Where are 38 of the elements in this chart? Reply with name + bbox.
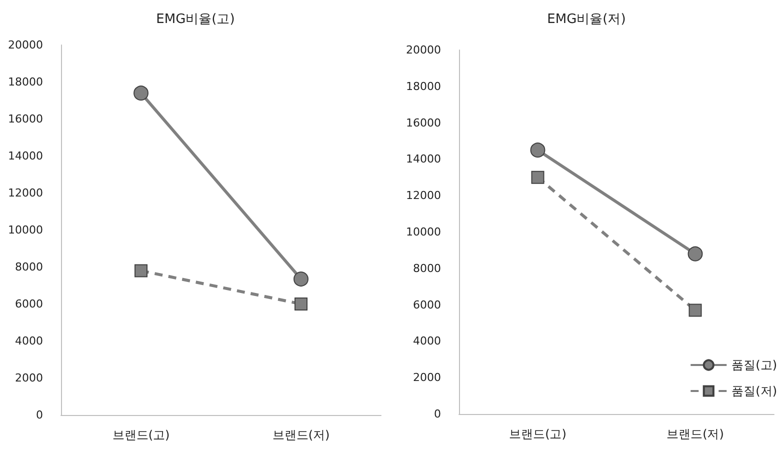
- y-tick-label: 18000: [406, 80, 441, 93]
- y-tick-label: 0: [434, 408, 441, 420]
- y-tick-label: 12000: [8, 186, 43, 200]
- x-tick-label: 브랜드(고): [112, 428, 170, 442]
- y-tick-label: 20000: [8, 38, 43, 52]
- point: [688, 304, 702, 317]
- x-tick-label: 브랜드(저): [666, 427, 724, 441]
- point: [294, 298, 308, 310]
- chart-title: EMG비율(저): [547, 12, 626, 27]
- y-tick-label: 8000: [15, 260, 43, 274]
- point: [134, 264, 148, 278]
- y-tick-label: 14000: [406, 152, 441, 166]
- point: [294, 272, 308, 287]
- y-tick-label: 6000: [413, 298, 441, 312]
- y-tick-label: 10000: [8, 224, 43, 236]
- y-tick-label: 2000: [15, 372, 43, 384]
- point: [134, 86, 148, 101]
- point: [530, 142, 546, 158]
- y-tick-label: 6000: [15, 298, 43, 310]
- y-tick-label: 4000: [413, 334, 441, 348]
- x-tick-label: 브랜드(고): [509, 427, 566, 441]
- y-tick-label: 14000: [8, 150, 43, 162]
- y-tick-label: 16000: [8, 112, 43, 126]
- legend-label: 품질(저): [732, 384, 778, 398]
- y-tick-label: 2000: [413, 371, 441, 384]
- y-tick-label: 18000: [8, 76, 43, 88]
- point: [688, 246, 703, 262]
- chart-title: EMG비율(고): [156, 12, 235, 27]
- y-tick-label: 16000: [406, 116, 441, 130]
- y-tick-label: 0: [36, 408, 43, 422]
- y-tick-label: 10000: [406, 226, 441, 238]
- y-tick-label: 20000: [406, 44, 441, 56]
- y-tick-label: 4000: [15, 334, 43, 348]
- y-tick-label: 12000: [406, 189, 441, 202]
- y-tick-label: 8000: [413, 262, 441, 275]
- x-tick-label: 브랜드(저): [272, 428, 330, 442]
- point: [531, 170, 544, 184]
- legend-label: 품질(고): [732, 358, 778, 372]
